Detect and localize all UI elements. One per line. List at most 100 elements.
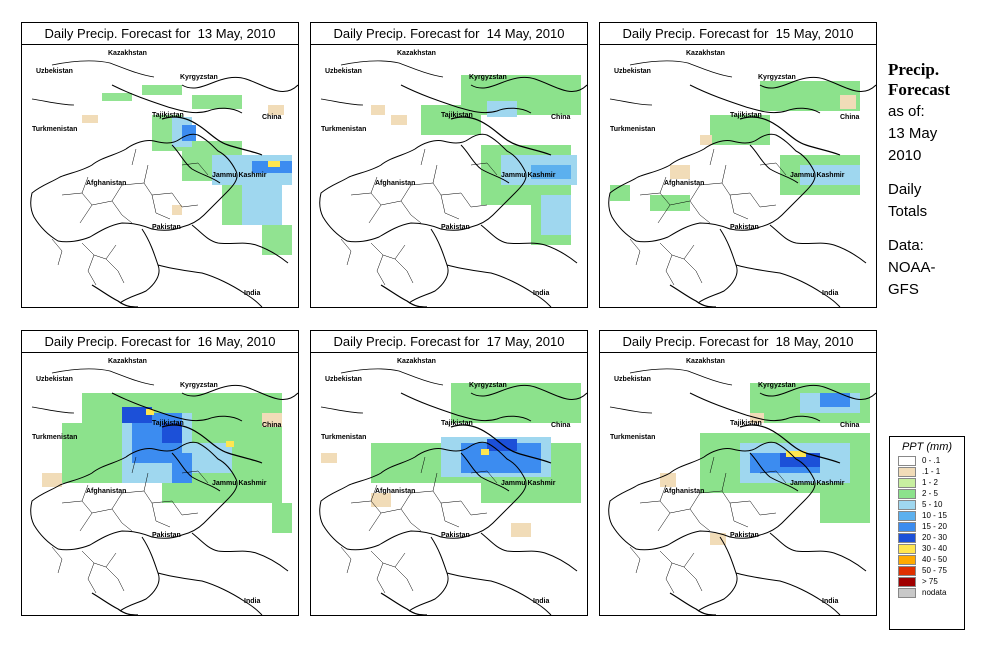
panel-title: Daily Precip. Forecast for 16 May, 2010 — [22, 331, 298, 353]
forecast-panel-18-may: Daily Precip. Forecast for 18 May, 2010 … — [599, 330, 877, 616]
forecast-panel-14-may: Daily Precip. Forecast for 14 May, 2010 … — [310, 22, 588, 308]
totals-line-1: Daily — [888, 181, 922, 198]
label-india: India — [244, 290, 260, 297]
label-uzbekistan: Uzbekistan — [36, 376, 73, 383]
label-pakistan: Pakistan — [441, 224, 470, 231]
label-pakistan: Pakistan — [730, 532, 759, 539]
legend-row: 15 - 20 — [898, 521, 964, 532]
precip-map: Kazakhstan Uzbekistan Kyrgyzstan Tajikis… — [30, 358, 298, 615]
forecast-panel-17-may: Daily Precip. Forecast for 17 May, 2010 … — [310, 330, 588, 616]
label-turkmenistan: Turkmenistan — [321, 434, 366, 441]
label-uzbekistan: Uzbekistan — [325, 68, 362, 75]
legend-label: 30 - 40 — [922, 544, 947, 553]
asof-line-1: as of: — [888, 103, 925, 120]
label-india: India — [822, 290, 838, 297]
legend-label: 2 - 5 — [922, 489, 939, 498]
label-turkmenistan: Turkmenistan — [610, 434, 655, 441]
label-tajikistan: Tajikistan — [152, 420, 184, 427]
legend-label: 40 - 50 — [922, 555, 947, 564]
forecast-info: Precip. Forecast as of: 13 May 2010 Dail… — [888, 60, 980, 300]
label-turkmenistan: Turkmenistan — [321, 126, 366, 133]
legend-label: 10 - 15 — [922, 511, 947, 520]
label-jammu-kashmir: Jammu Kashmir — [501, 172, 556, 179]
label-jammu-kashmir: Jammu Kashmir — [212, 480, 267, 487]
label-kazakhstan: Kazakhstan — [397, 358, 436, 365]
label-kazakhstan: Kazakhstan — [686, 358, 725, 365]
legend-row: 2 - 5 — [898, 488, 964, 499]
panel-title: Daily Precip. Forecast for 13 May, 2010 — [22, 23, 298, 45]
legend-row: 10 - 15 — [898, 510, 964, 521]
label-china: China — [262, 114, 282, 121]
label-china: China — [840, 422, 860, 429]
label-pakistan: Pakistan — [152, 532, 181, 539]
precip-map: Kazakhstan Uzbekistan Kyrgyzstan Tajikis… — [319, 50, 587, 307]
panel-title: Daily Precip. Forecast for 18 May, 2010 — [600, 331, 876, 353]
data-line-1: Data: — [888, 237, 924, 254]
asof-line-3: 2010 — [888, 147, 922, 164]
label-uzbekistan: Uzbekistan — [325, 376, 362, 383]
legend-label: 20 - 30 — [922, 533, 947, 542]
legend-title: PPT (mm) — [901, 441, 953, 453]
label-uzbekistan: Uzbekistan — [614, 376, 651, 383]
label-china: China — [262, 422, 282, 429]
legend-row: 5 - 10 — [898, 499, 964, 510]
data-line-2: NOAA- — [888, 259, 936, 276]
legend-swatch — [898, 456, 916, 466]
label-india: India — [533, 290, 549, 297]
forecast-panel-15-may: Daily Precip. Forecast for 15 May, 2010 … — [599, 22, 877, 308]
label-afghanistan: Afghanistan — [86, 488, 126, 495]
legend-swatch — [898, 511, 916, 521]
label-tajikistan: Tajikistan — [730, 420, 762, 427]
precip-map: Kazakhstan Uzbekistan Kyrgyzstan Tajikis… — [30, 50, 298, 307]
label-afghanistan: Afghanistan — [375, 180, 415, 187]
forecast-panel-13-may: Daily Precip. Forecast for 13 May, 2010 … — [21, 22, 299, 308]
panel-title: Daily Precip. Forecast for 17 May, 2010 — [311, 331, 587, 353]
legend-row: 0 - .1 — [898, 455, 964, 466]
totals-line-2: Totals — [888, 203, 928, 220]
legend-swatch — [898, 533, 916, 543]
label-turkmenistan: Turkmenistan — [32, 126, 77, 133]
legend-label: 50 - 75 — [922, 566, 947, 575]
data-line-3: GFS — [888, 281, 919, 298]
label-china: China — [840, 114, 860, 121]
label-kazakhstan: Kazakhstan — [108, 50, 147, 57]
legend-row: .1 - 1 — [898, 466, 964, 477]
legend-label: > 75 — [922, 577, 938, 586]
label-india: India — [244, 598, 260, 605]
label-jammu-kashmir: Jammu Kashmir — [790, 480, 845, 487]
legend-swatch — [898, 500, 916, 510]
label-uzbekistan: Uzbekistan — [614, 68, 651, 75]
label-tajikistan: Tajikistan — [152, 112, 184, 119]
legend-label: .1 - 1 — [922, 467, 941, 476]
label-pakistan: Pakistan — [441, 532, 470, 539]
label-china: China — [551, 114, 571, 121]
legend-row: 30 - 40 — [898, 543, 964, 554]
label-tajikistan: Tajikistan — [441, 420, 473, 427]
legend-swatch — [898, 478, 916, 488]
legend-label: 1 - 2 — [922, 478, 939, 487]
label-turkmenistan: Turkmenistan — [32, 434, 77, 441]
legend-row: 1 - 2 — [898, 477, 964, 488]
precip-legend: PPT (mm) 0 - .1 .1 - 1 1 - 2 2 - 5 5 - 10 10 … — [889, 436, 965, 630]
label-kyrgyzstan: Kyrgyzstan — [469, 74, 507, 81]
legend-label: 15 - 20 — [922, 522, 947, 531]
legend-row: 20 - 30 — [898, 532, 964, 543]
legend-label: 5 - 10 — [922, 500, 943, 509]
label-afghanistan: Afghanistan — [664, 180, 704, 187]
label-tajikistan: Tajikistan — [441, 112, 473, 119]
title-line-2: Forecast — [888, 80, 950, 99]
label-turkmenistan: Turkmenistan — [610, 126, 655, 133]
asof-line-2: 13 May — [888, 125, 938, 142]
label-kyrgyzstan: Kyrgyzstan — [758, 74, 796, 81]
legend-label: 0 - .1 — [922, 456, 941, 465]
legend-swatch — [898, 588, 916, 598]
legend-swatch — [898, 489, 916, 499]
label-pakistan: Pakistan — [730, 224, 759, 231]
label-india: India — [533, 598, 549, 605]
label-pakistan: Pakistan — [152, 224, 181, 231]
legend-row: nodata — [898, 587, 964, 598]
panel-title: Daily Precip. Forecast for 14 May, 2010 — [311, 23, 587, 45]
panel-title: Daily Precip. Forecast for 15 May, 2010 — [600, 23, 876, 45]
legend-swatch — [898, 555, 916, 565]
label-kyrgyzstan: Kyrgyzstan — [758, 382, 796, 389]
